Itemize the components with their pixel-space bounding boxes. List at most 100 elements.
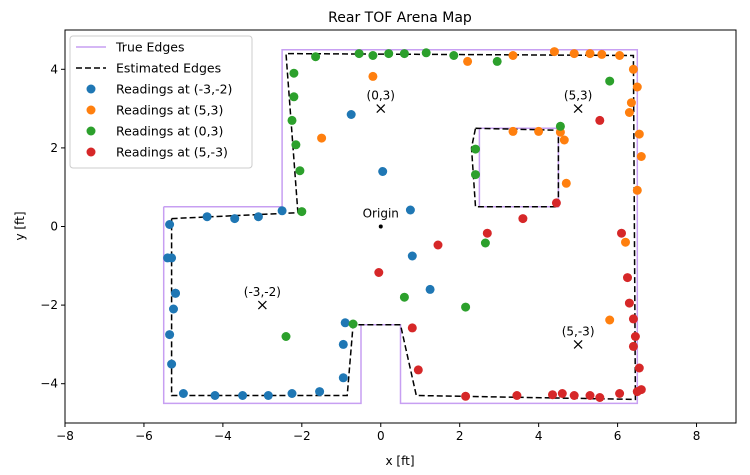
y-tick-label-4: 4	[50, 62, 58, 76]
data-point-s1-11	[597, 49, 607, 59]
x-tick-label-0: −8	[56, 429, 74, 443]
x-axis-label: x [ft]	[386, 454, 415, 468]
data-point-s1-16	[632, 82, 642, 92]
points-layer	[163, 47, 646, 402]
y-tick-label-3: 2	[50, 141, 58, 155]
data-point-s0-6	[167, 359, 177, 369]
legend-label-0: True Edges	[115, 40, 185, 55]
data-point-s3-16	[623, 273, 632, 283]
data-point-s2-12	[449, 51, 459, 60]
data-point-s0-14	[238, 391, 248, 400]
annotation-label-1: (5,3)	[564, 89, 592, 103]
x-tick-label-4: 0	[377, 429, 385, 443]
data-point-s0-21	[346, 110, 356, 119]
legend-swatch-3	[86, 105, 96, 115]
annotation-marker-2-b	[257, 300, 267, 310]
data-point-s2-22	[281, 332, 291, 341]
legend-label-1: Estimated Edges	[116, 61, 221, 76]
data-point-s1-13	[624, 108, 634, 117]
data-point-s2-9	[384, 49, 394, 59]
data-point-s2-13	[492, 56, 502, 66]
data-point-s0-5	[171, 288, 180, 298]
x-tick-label-8: 8	[693, 429, 701, 443]
data-point-s0-9	[230, 214, 240, 224]
data-point-s0-19	[338, 339, 348, 349]
x-tick-label-2: −4	[214, 429, 232, 443]
annotation-label-3: (5,-3)	[562, 324, 595, 338]
data-point-s3-4	[461, 391, 471, 401]
data-point-s3-12	[585, 391, 595, 400]
data-point-s0-10	[253, 212, 263, 222]
data-point-s3-22	[634, 363, 644, 373]
data-point-s2-7	[354, 49, 364, 59]
data-point-s1-3	[508, 51, 518, 60]
legend-label-5: Readings at (5,-3)	[116, 145, 228, 160]
legend-swatch-2	[86, 84, 96, 94]
data-point-s0-23	[405, 205, 415, 215]
legend-label-3: Readings at (5,3)	[116, 103, 223, 118]
data-point-s2-0	[289, 68, 299, 78]
legend-swatch-5	[86, 147, 96, 157]
data-point-s2-5	[297, 207, 307, 217]
x-tick-label-7: 6	[614, 429, 622, 443]
legend-label-2: Readings at (-3,-2)	[116, 82, 232, 97]
data-point-s0-15	[263, 391, 273, 400]
legend-swatch-4	[86, 126, 96, 136]
data-point-s1-19	[632, 185, 642, 195]
x-tick-label-5: 2	[456, 429, 464, 443]
data-point-s3-2	[413, 365, 423, 375]
data-point-s0-7	[163, 253, 173, 263]
true-edge-line-0	[162, 48, 639, 405]
data-point-s3-23	[636, 385, 646, 395]
annotations-layer: (0,3) (5,3) (-3,-2) (5,-3) Origin	[244, 89, 595, 349]
data-point-s1-10	[585, 49, 595, 59]
y-tick-label-2: 0	[50, 220, 58, 234]
y-axis-label: y [ft]	[13, 212, 27, 241]
data-point-s2-4	[295, 166, 305, 176]
data-point-s2-8	[368, 51, 378, 60]
data-point-s3-8	[548, 390, 557, 400]
x-tick-label-1: −6	[135, 429, 153, 443]
x-ticks: −8 −6 −4 −2 0 2 4 6 8	[56, 423, 700, 443]
data-point-s3-24	[595, 115, 605, 125]
data-point-s1-4	[508, 126, 518, 136]
data-point-s0-16	[287, 389, 297, 398]
data-point-s1-12	[615, 51, 625, 60]
data-point-s0-22	[378, 167, 388, 176]
data-point-s1-20	[621, 237, 630, 247]
data-point-s0-12	[178, 389, 188, 398]
data-point-s2-2	[287, 115, 297, 125]
data-point-s3-13	[595, 393, 605, 402]
data-point-s1-21	[605, 315, 615, 325]
data-point-s1-9	[569, 49, 579, 59]
data-point-s1-6	[549, 47, 559, 57]
data-point-s2-10	[399, 49, 409, 59]
data-point-s0-0	[165, 220, 175, 229]
data-point-s0-2	[165, 330, 175, 340]
chart-title: Rear TOF Arena Map	[328, 10, 472, 26]
data-point-s3-9	[551, 198, 561, 208]
data-point-s0-25	[425, 284, 435, 294]
data-point-s2-18	[480, 238, 490, 248]
x-tick-label-3: −2	[293, 429, 311, 443]
data-point-s3-10	[557, 389, 567, 398]
y-tick-label-1: −2	[40, 298, 58, 312]
annotation-marker-1-b	[573, 104, 583, 114]
data-point-s2-19	[461, 302, 471, 312]
data-point-s3-15	[617, 228, 626, 238]
data-point-s0-13	[210, 391, 220, 400]
data-point-s3-3	[433, 240, 443, 250]
annotation-marker-4	[378, 224, 383, 229]
data-point-s2-1	[289, 92, 299, 102]
data-point-s2-15	[605, 76, 615, 86]
annotation-marker-3-b	[573, 339, 583, 349]
data-point-s3-17	[624, 298, 634, 308]
data-point-s3-20	[628, 341, 638, 351]
data-point-s1-1	[368, 71, 378, 81]
annotation-label-0: (0,3)	[367, 89, 395, 103]
data-point-s1-14	[626, 98, 636, 108]
data-point-s1-5	[534, 126, 544, 136]
data-point-s3-11	[569, 391, 579, 400]
data-point-s0-20	[340, 318, 350, 328]
